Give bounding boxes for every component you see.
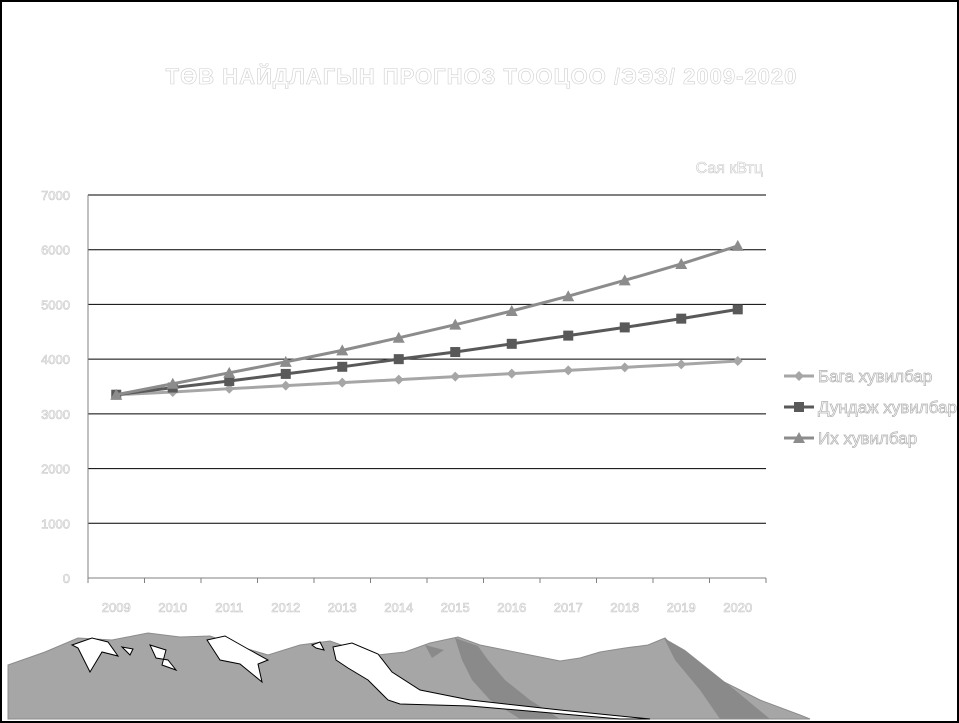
x-tick-label: 2014 — [384, 600, 413, 615]
legend-marker — [794, 371, 804, 381]
data-point — [280, 380, 291, 391]
data-point — [393, 374, 404, 385]
x-tick-label: 2019 — [667, 600, 696, 615]
x-tick-label: 2009 — [102, 600, 131, 615]
series-line-2 — [115, 244, 739, 397]
data-point — [732, 304, 743, 315]
data-point — [337, 377, 348, 388]
data-point — [506, 338, 517, 349]
data-point — [506, 368, 517, 379]
legend-marker — [793, 432, 805, 443]
data-point — [562, 290, 575, 302]
x-tick-label: 2018 — [610, 600, 639, 615]
x-tick-label: 2013 — [328, 600, 357, 615]
data-point — [392, 331, 405, 343]
legend-label: Бага хувилбар — [818, 367, 932, 386]
data-point — [505, 304, 518, 316]
y-tick-label: 4000 — [41, 352, 70, 367]
data-point — [450, 371, 461, 382]
mountain-decoration — [7, 632, 811, 720]
snow-glacier — [332, 642, 651, 720]
data-point — [732, 356, 743, 367]
x-tick-label: 2010 — [158, 600, 187, 615]
data-point — [450, 347, 461, 358]
data-point — [618, 274, 631, 286]
legend: Бага хувилбар Дундаж хувилбар Их хувилбар — [784, 367, 957, 448]
data-point — [619, 362, 630, 373]
snow-patch-4 — [206, 635, 270, 684]
y-tick-label: 2000 — [41, 462, 70, 477]
legend-label: Их хувилбар — [818, 429, 917, 448]
data-point — [224, 383, 235, 394]
y-tick-label: 3000 — [41, 407, 70, 422]
data-point — [676, 359, 687, 370]
data-point — [110, 388, 123, 400]
data-point — [280, 368, 291, 379]
data-point — [336, 344, 349, 356]
data-point — [676, 313, 687, 324]
legend-marker — [794, 402, 804, 412]
unit-label: Сая кВтц — [695, 160, 763, 178]
y-tick-label: 0 — [63, 571, 70, 586]
data-point — [563, 365, 574, 376]
data-point — [224, 376, 235, 387]
data-point — [166, 377, 179, 389]
series-line-0 — [116, 359, 738, 397]
axes: 0 1000 2000 3000 4000 5000 6000 7000 2009 2010 201… — [41, 188, 767, 615]
snow-patch-2 — [120, 646, 134, 656]
legend-label: Дундаж хувилбар — [818, 398, 957, 417]
x-tick-label: 2015 — [441, 600, 470, 615]
data-point — [731, 239, 744, 251]
snow-patch-3 — [149, 644, 178, 672]
x-tick-label: 2017 — [554, 600, 583, 615]
chart-title: ТӨВ НАЙДЛАГЫН ПРОГНОЗ ТООЦОО /ЭЭЗ/ 2009-… — [165, 64, 798, 90]
snow-patch-5 — [310, 641, 325, 651]
data-point — [393, 354, 404, 365]
data-point — [223, 366, 236, 378]
data-point — [279, 355, 292, 367]
x-tick-label: 2016 — [497, 600, 526, 615]
grid-lines — [88, 194, 766, 524]
x-tick-label: 2011 — [215, 600, 243, 615]
series-layer — [110, 239, 744, 400]
y-tick-label: 7000 — [41, 188, 70, 203]
data-point — [619, 322, 630, 333]
data-point — [337, 361, 348, 372]
x-tick-label: 2012 — [271, 600, 300, 615]
x-tick-label: 2020 — [723, 600, 752, 615]
y-tick-label: 6000 — [41, 243, 70, 258]
data-point — [449, 318, 462, 330]
snow-patch-1 — [70, 637, 120, 674]
series-line-1 — [116, 307, 738, 397]
data-point — [675, 257, 688, 269]
mountain-shadow — [425, 638, 770, 719]
data-point — [563, 330, 574, 341]
y-tick-label: 1000 — [41, 516, 70, 531]
y-tick-label: 5000 — [41, 297, 70, 312]
